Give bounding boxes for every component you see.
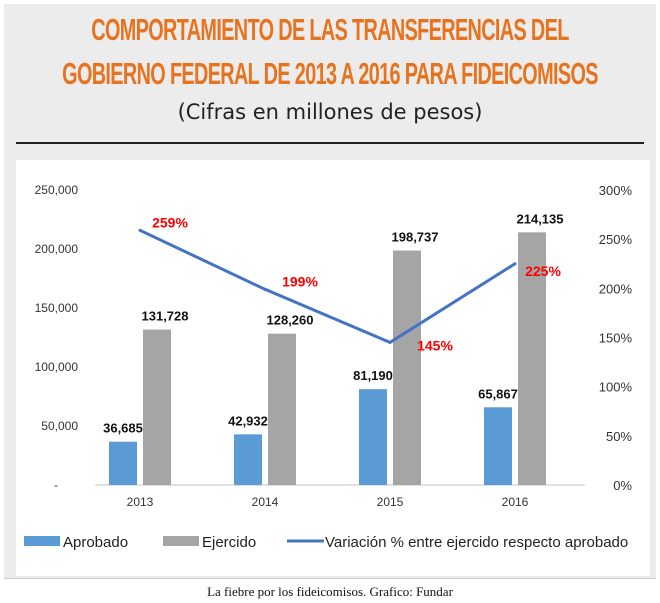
chart: - 50,000 100,000 150,000 200,000 250,000 0% 50%… <box>24 183 633 551</box>
right-tick-label: 150% <box>599 331 633 346</box>
bar-aprobado <box>234 434 262 485</box>
bar-data-label: 81,190 <box>353 368 393 383</box>
line-data-label: 225% <box>525 263 561 279</box>
right-tick-label: 50% <box>606 429 632 444</box>
right-tick-label: 300% <box>599 183 633 198</box>
bar-data-label: 42,932 <box>228 413 268 428</box>
bar-ejercido <box>518 232 546 485</box>
bar-data-label: 36,685 <box>103 421 143 436</box>
legend-ejercido-swatch <box>163 536 199 546</box>
left-tick-label: 150,000 <box>35 301 79 315</box>
line-point <box>138 228 142 232</box>
bar-aprobado <box>109 441 137 485</box>
left-tick-label: 100,000 <box>35 360 79 374</box>
bar-data-label: 131,728 <box>142 309 189 324</box>
bar-ejercido <box>268 333 296 485</box>
title-line-1: COMPORTAMIENTO DE LAS TRANSFERENCIAS DEL <box>91 12 569 47</box>
left-tick-label: 200,000 <box>35 242 79 256</box>
line-data-label: 145% <box>417 337 453 353</box>
legend-ejercido-label: Ejercido <box>202 534 256 551</box>
line-data-label: 199% <box>282 273 318 289</box>
variation-line <box>139 228 516 345</box>
bar-data-label: 65,867 <box>478 386 518 401</box>
bar-aprobado <box>359 389 387 485</box>
bar-ejercido <box>393 250 421 485</box>
bar-ejercido <box>143 329 171 485</box>
x-tick-label: 2013 <box>127 495 154 509</box>
caption: La fiebre por los fideicomisos. Grafico:… <box>207 584 453 599</box>
left-tick-label: 50,000 <box>41 419 78 433</box>
x-tick-label: 2015 <box>377 495 404 509</box>
legend-variacion-label: Variación % entre ejercido respecto apro… <box>325 534 628 551</box>
left-tick-label: 250,000 <box>35 183 79 197</box>
right-tick-label: 200% <box>599 281 633 296</box>
x-tick-label: 2014 <box>252 495 279 509</box>
line-point <box>513 262 517 266</box>
line-point <box>263 287 267 291</box>
x-tick-label: 2016 <box>502 495 529 509</box>
right-tick-label: 100% <box>599 380 633 395</box>
legend-aprobado-label: Aprobado <box>63 534 128 551</box>
legend-aprobado-swatch <box>24 536 60 546</box>
bar-data-label: 198,737 <box>392 229 439 244</box>
subtitle: (Cifras en millones de pesos) <box>177 100 483 124</box>
line-data-label: 259% <box>152 214 188 230</box>
right-tick-label: 250% <box>599 232 633 247</box>
left-tick-label: - <box>54 478 58 492</box>
bar-data-label: 214,135 <box>517 211 564 226</box>
line-point <box>388 340 392 344</box>
bar-data-label: 128,260 <box>267 313 314 328</box>
divider <box>16 142 644 144</box>
right-tick-label: 0% <box>613 478 632 493</box>
title-line-2: GOBIERNO FEDERAL DE 2013 A 2016 PARA FID… <box>62 56 598 91</box>
bar-aprobado <box>484 407 512 485</box>
